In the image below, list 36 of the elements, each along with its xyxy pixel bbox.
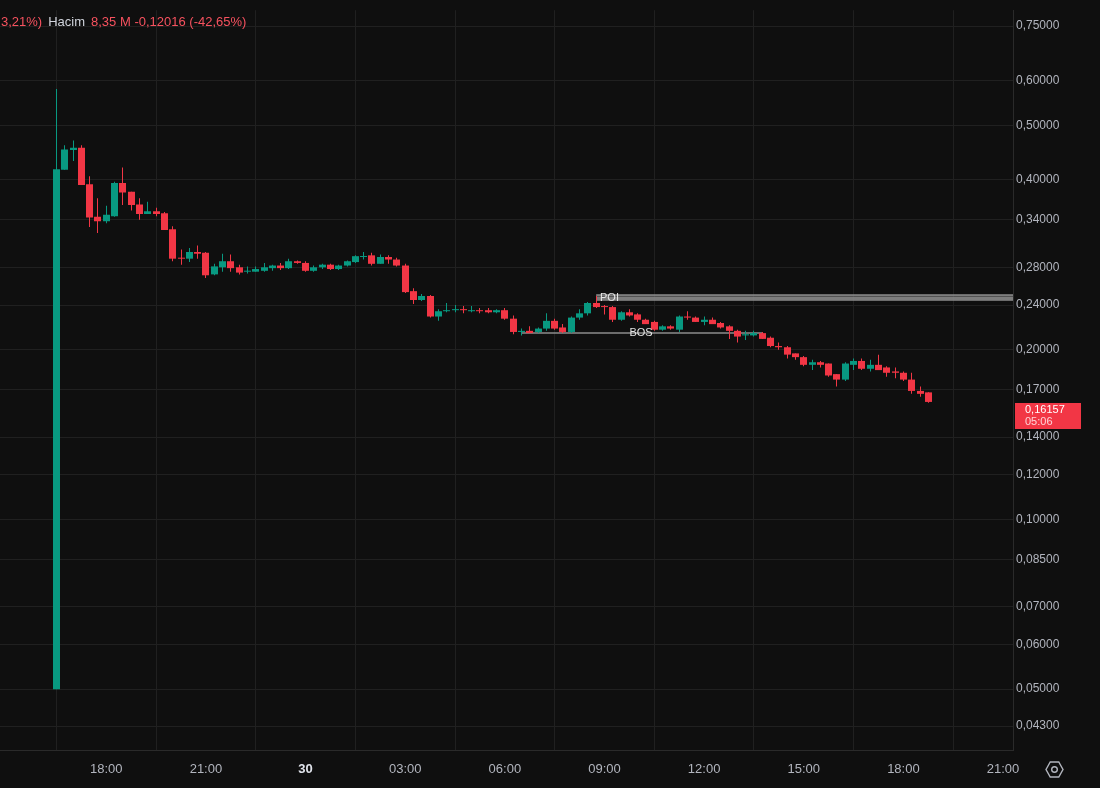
x-tick-label: 21:00 [189, 761, 223, 777]
y-tick-label: 0,14000 [1015, 429, 1060, 444]
y-tick-label: 0,40000 [1015, 172, 1060, 187]
y-tick-label: 0,75000 [1015, 18, 1060, 33]
x-tick-label: 15:00 [787, 761, 821, 777]
y-tick-label: 0,10000 [1015, 511, 1060, 526]
y-tick-label: 0,60000 [1015, 72, 1060, 87]
annotation: POI [599, 291, 619, 304]
text: 05:06 [1025, 415, 1053, 428]
x-tick-label: 06:00 [488, 761, 522, 777]
x-tick-label: 12:00 [687, 761, 721, 777]
text: 0,16157 [1025, 403, 1065, 416]
annotation: 3,21%) [1, 13, 43, 29]
candlestick [178, 249, 185, 265]
x-tick-label: 18:00 [90, 761, 123, 777]
y-tick-label: 0,12000 [1015, 467, 1060, 482]
x-tick-label: 03:00 [388, 761, 422, 777]
x-tick-label: 30 [298, 761, 313, 777]
y-tick-label: 0,08500 [1015, 551, 1060, 566]
y-tick-label: 0,06000 [1015, 636, 1060, 651]
y-tick-label: 0,24000 [1015, 297, 1060, 312]
annotation: BOS [629, 326, 653, 339]
y-tick-label: 0,50000 [1015, 117, 1060, 132]
annotation: Hacim [48, 13, 86, 29]
y-tick-label: 0,04300 [1015, 718, 1060, 733]
x-tick-label: 18:00 [887, 761, 920, 777]
y-tick-label: 0,28000 [1015, 259, 1060, 274]
y-tick-label: 0,34000 [1015, 212, 1060, 227]
x-tick-label: 09:00 [588, 761, 621, 777]
candlestick [70, 140, 77, 162]
y-tick-label: 0,20000 [1015, 341, 1060, 356]
y-tick-label: 0,07000 [1015, 599, 1060, 614]
annotation: 8,35 M -0,12016 (-42,65%) [91, 13, 247, 29]
y-tick-label: 0,17000 [1015, 381, 1060, 396]
x-tick-label: 21:00 [986, 761, 1020, 777]
y-tick-label: 0,05000 [1015, 681, 1060, 696]
